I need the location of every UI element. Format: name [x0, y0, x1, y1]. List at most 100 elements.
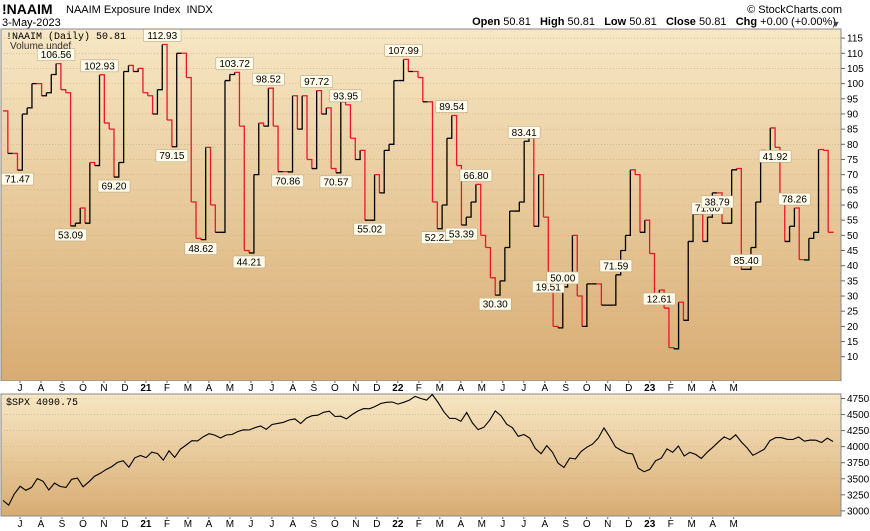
naaim-data-label: 89.54 [439, 102, 464, 113]
naaim-segment [12, 152, 19, 171]
naaim-data-label: 38.79 [705, 197, 730, 208]
naaim-data-label: 83.41 [512, 128, 537, 139]
naaim-segment [446, 115, 453, 139]
month-tick-label: M [226, 383, 234, 394]
naaim-segment [311, 90, 318, 170]
chart-symbol: !NAAIM [2, 1, 53, 17]
naaim-segment [543, 216, 549, 278]
chevron-down-icon[interactable]: ▼ [831, 19, 841, 29]
naaim-segment [673, 302, 680, 350]
credit: © StockCharts.com [747, 4, 842, 16]
month-tick-label: M [226, 519, 234, 530]
naaim-segment [456, 164, 463, 226]
month-tick-label: M [478, 519, 486, 530]
month-tick-label: J [269, 519, 274, 530]
naaim-segment [649, 252, 656, 297]
naaim-data-label: 112.93 [147, 31, 177, 42]
naaim-label-box [143, 29, 182, 42]
naaim-segment [804, 238, 810, 261]
naaim-ytick-label: 70 [847, 170, 859, 181]
month-tick-label: A [206, 519, 213, 530]
month-tick-label: J [248, 383, 253, 394]
month-tick-label: O [79, 519, 87, 530]
naaim-segment [147, 95, 154, 114]
month-tick-label: D [121, 383, 128, 394]
naaim-segment [451, 114, 458, 166]
naaim-segment [514, 201, 520, 212]
naaim-segment [360, 149, 366, 221]
naaim-data-label: 79.15 [159, 151, 184, 162]
naaim-segment [475, 183, 482, 236]
naaim-segment [789, 208, 796, 227]
naaim-segment [27, 83, 33, 109]
naaim-segment [89, 161, 96, 166]
month-tick-label: S [562, 519, 569, 530]
close-value: 50.81 [699, 16, 727, 28]
month-tick-label: M [436, 519, 444, 530]
month-tick-label: N [352, 383, 359, 394]
naaim-label-box [215, 57, 254, 70]
open-value: 50.81 [503, 16, 531, 28]
naaim-ytick-label: 20 [847, 322, 859, 333]
naaim-ytick-label: 75 [847, 155, 859, 166]
spx-ytick-label: 3750 [847, 458, 870, 469]
month-tick-label: A [457, 519, 464, 530]
month-tick-label: M [184, 519, 192, 530]
naaim-label-box [271, 174, 305, 188]
month-tick-label: M [184, 383, 192, 394]
naaim-data-label: 71.60 [695, 204, 720, 215]
month-tick-label: A [457, 383, 464, 394]
naaim-segment [813, 149, 820, 233]
naaim-segment [268, 87, 274, 127]
naaim-segment [519, 141, 525, 203]
naaim-data-label: 98.52 [256, 75, 281, 86]
naaim-segment [273, 125, 279, 172]
month-tick-label: J [521, 383, 526, 394]
close-label: Close [665, 16, 696, 28]
naaim-segment [128, 64, 134, 72]
month-tick-label: M [730, 383, 738, 394]
naaim-segment [292, 95, 299, 130]
naaim-label-box [54, 228, 87, 242]
naaim-label-box [599, 259, 633, 273]
naaim-ytick-label: 15 [847, 337, 859, 348]
naaim-label-box [546, 271, 580, 285]
month-tick-label: J [248, 519, 253, 530]
spx-ytick-label: 4750 [847, 394, 870, 405]
naaim-segment [731, 168, 738, 171]
ohlc-readout: Open 50.81 High 50.81 Low 50.81 Close 50… [472, 16, 836, 28]
naaim-segment [490, 277, 496, 296]
naaim-data-label: 52.22 [425, 233, 450, 244]
naaim-segment [630, 169, 636, 175]
month-tick-label: F [668, 519, 674, 530]
naaim-segment [504, 211, 511, 249]
spx-ytick-label: 4000 [847, 442, 870, 453]
naaim-segment [229, 72, 236, 76]
month-tick-label: S [59, 519, 66, 530]
naaim-segment [688, 214, 694, 243]
naaim-segment [620, 235, 627, 252]
month-tick-label: S [311, 383, 318, 394]
naaim-segment [808, 232, 815, 240]
naaim-segment [784, 226, 791, 243]
naaim-segment [432, 201, 438, 229]
year-tick-label: 22 [392, 383, 404, 394]
naaim-segment [258, 122, 265, 127]
naaim-ytick-label: 35 [847, 276, 859, 287]
naaim-label-box [700, 195, 734, 209]
spx-ytick-label: 3250 [847, 490, 870, 501]
month-tick-label: M [730, 519, 738, 530]
naaim-segment [639, 220, 646, 233]
naaim-segment [480, 234, 487, 248]
naaim-ytick-label: 40 [847, 261, 859, 272]
naaim-segment [41, 92, 48, 97]
naaim-segment [750, 201, 757, 249]
chg-label: Chg [735, 16, 758, 28]
naaim-segment [191, 201, 197, 239]
naaim-segment [485, 246, 492, 278]
naaim-segment [403, 58, 409, 72]
high-label: High [539, 16, 565, 28]
month-tick-label: A [709, 383, 716, 394]
month-tick-label: F [164, 519, 170, 530]
naaim-segment [307, 158, 313, 169]
